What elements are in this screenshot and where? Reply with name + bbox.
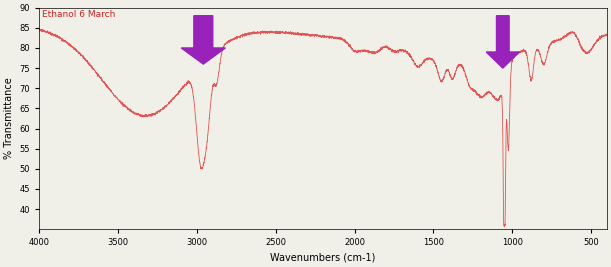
FancyArrow shape xyxy=(181,16,225,64)
Text: Ethanol 6 March: Ethanol 6 March xyxy=(42,10,115,19)
Y-axis label: % Transmittance: % Transmittance xyxy=(4,78,14,159)
FancyArrow shape xyxy=(486,16,519,68)
X-axis label: Wavenumbers (cm-1): Wavenumbers (cm-1) xyxy=(271,253,376,263)
